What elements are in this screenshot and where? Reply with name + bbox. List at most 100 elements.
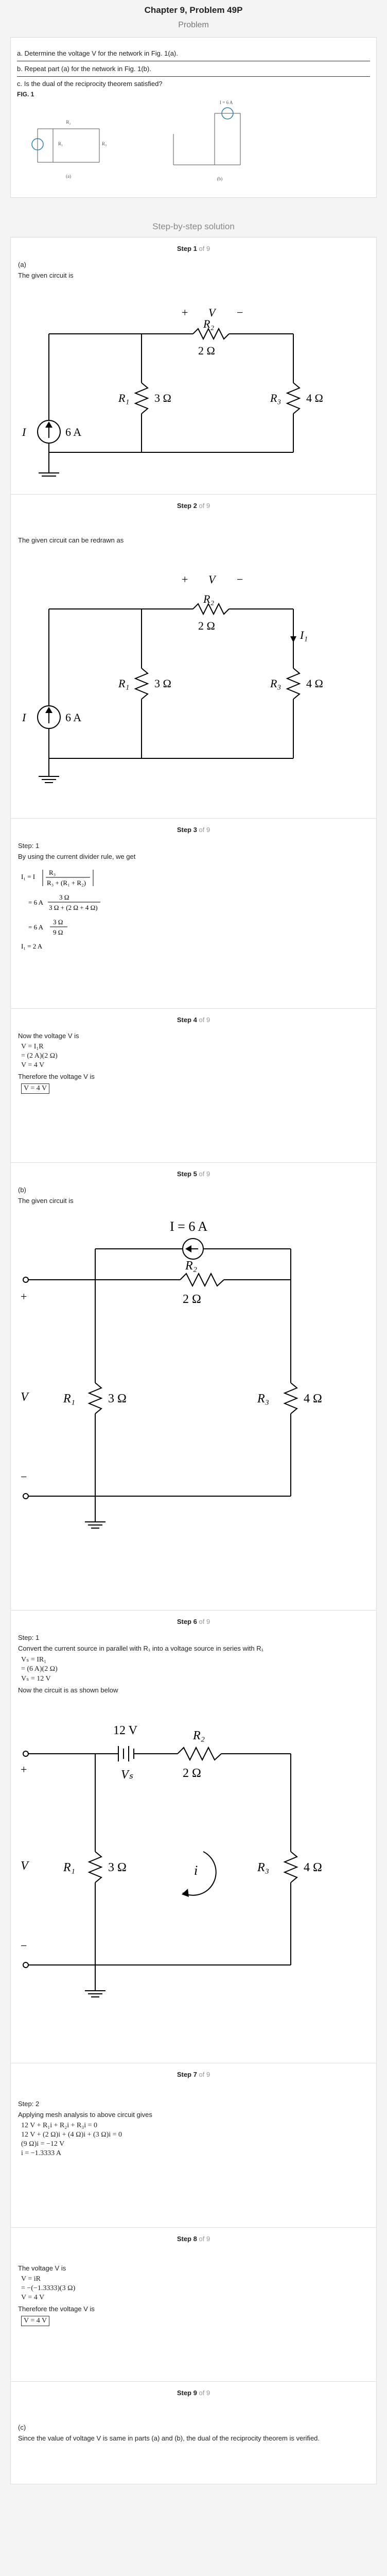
r2-value: 2 Ω — [198, 344, 215, 357]
voltage-label: V — [21, 1859, 29, 1873]
r3-label: R₃ — [270, 392, 281, 404]
svg-text:I₁ = I: I₁ = I — [21, 873, 35, 880]
minus-sign: − — [237, 573, 243, 586]
i1-label: I₁ — [300, 629, 308, 641]
plus-sign: + — [21, 1763, 27, 1776]
r1-value: 3 Ω — [154, 677, 171, 690]
step-2: Step 2 of 9 The given circuit can be red… — [10, 495, 377, 819]
solution-title: Step-by-step solution — [152, 222, 235, 231]
step-header: Step 6 of 9 — [177, 1618, 210, 1625]
fig-b-caption: (b) — [217, 176, 223, 181]
svg-text:3 Ω + (2 Ω + 4 Ω): 3 Ω + (2 Ω + 4 Ω) — [49, 904, 98, 911]
step-text: Therefore the voltage V is — [18, 2305, 95, 2313]
answer-box: V = 4 V — [21, 2316, 50, 2326]
current-source-value: 6 A — [65, 711, 81, 724]
problem-part-a: a. Determine the voltage V for the netwo… — [17, 46, 370, 61]
minus-sign: − — [21, 1470, 27, 1483]
svg-text:9 Ω: 9 Ω — [53, 928, 63, 936]
answer-box: V = 4 V — [21, 1083, 50, 1094]
step-text: The voltage V is — [18, 2264, 66, 2272]
minus-sign: − — [237, 306, 243, 319]
section-label-problem: Problem — [178, 21, 209, 29]
equation-line: Vₛ = IR₁ — [21, 1656, 47, 1664]
figure-1b: I = 6 A (b) — [173, 100, 241, 181]
svg-text:3 Ω: 3 Ω — [53, 918, 63, 926]
r2-label: R₂ — [192, 1729, 205, 1742]
step-header: Step 2 of 9 — [177, 502, 210, 510]
step-text: (c) — [18, 2424, 26, 2431]
mesh-current-label: i — [194, 1863, 198, 1878]
equation-line: = (6 A)(2 Ω) — [21, 1665, 58, 1673]
r1-value: 3 Ω — [154, 392, 171, 404]
step-text: Therefore the voltage V is — [18, 1073, 95, 1080]
r3-value: 4 Ω — [304, 1392, 322, 1405]
current-divider-equations: I₁ = I R₃ R₃ + (R₁ + R₂) = 6 A 3 Ω 3 Ω +… — [21, 869, 100, 950]
equation-line: V = I₁R — [21, 1043, 44, 1050]
circuit-diagram-step2: + V − R₂ 2 Ω I₁ I 6 A R₁ 3 Ω R₃ 4 Ω — [22, 573, 323, 783]
circuit-diagram-step5: I = 6 A R₂ 2 Ω + V − R₁ 3 Ω R₃ 4 Ω — [21, 1219, 322, 1529]
step-header: Step 4 of 9 — [177, 1016, 210, 1024]
r1-label: R₁ — [118, 677, 129, 690]
r2-label: R₂ — [203, 592, 214, 605]
current-source-label: I — [22, 426, 27, 438]
plus-sign: + — [182, 306, 188, 319]
svg-text:= 6 A: = 6 A — [28, 923, 44, 931]
figure-1a: R₂ R₁ R₃ (a) — [31, 120, 107, 179]
r3-value: 4 Ω — [306, 392, 323, 404]
step-text: Step: 1 — [18, 1634, 40, 1641]
step-header: Step 3 of 9 — [177, 826, 210, 834]
figure-label: FIG. 1 — [17, 91, 34, 98]
step-text: Now the voltage V is — [18, 1032, 79, 1040]
step-header: Step 5 of 9 — [177, 1170, 210, 1178]
step-6: Step 6 of 9 Step: 1 Convert the current … — [10, 1611, 377, 2063]
step-8: Step 8 of 9 The voltage V is V = iR = −(… — [10, 2228, 377, 2382]
voltage-source-value: 12 V — [113, 1724, 138, 1737]
page: Chapter 9, Problem 49P Problem a. Determ… — [10, 0, 377, 2484]
r1-value: 3 Ω — [108, 1861, 127, 1874]
r3-label: R₃ — [257, 1392, 269, 1405]
svg-text:R₃ + (R₁ + R₂): R₃ + (R₁ + R₂) — [47, 879, 86, 887]
step-header: Step 9 of 9 — [177, 2389, 210, 2397]
current-source-label: I = 6 A — [170, 1219, 207, 1234]
step-9: Step 9 of 9 (c) Since the value of volta… — [10, 2382, 377, 2484]
voltage-label: V — [21, 1391, 29, 1404]
circuit-diagram-step6: 12 V Vₛ R₂ 2 Ω + V − R₁ 3 Ω i R₃ 4 Ω — [21, 1724, 322, 1997]
step-text: Since the value of voltage V is same in … — [18, 2434, 320, 2442]
equation-line: V = iR — [21, 2275, 41, 2283]
step-text: (b) — [18, 1186, 26, 1194]
equation-line: = (2 A)(2 Ω) — [21, 1052, 58, 1060]
svg-text:3 Ω: 3 Ω — [59, 893, 69, 901]
svg-text:= 6 A: = 6 A — [28, 899, 44, 906]
circuit-diagram-step1: + V − R₂ 2 Ω I 6 A R₁ 3 Ω R₃ 4 Ω — [22, 306, 323, 480]
r1-label: R₁ — [63, 1392, 75, 1405]
equation-line: (9 Ω)i = −12 V — [21, 2140, 65, 2148]
step-text: Step: 1 — [18, 842, 40, 850]
svg-text:I₁ = 2 A: I₁ = 2 A — [21, 942, 43, 950]
problem-part-b: b. Repeat part (a) for the network in Fi… — [17, 61, 370, 77]
fig-a-r1-label: R₁ — [58, 141, 63, 146]
r3-label: R₃ — [270, 677, 281, 690]
step-text: The given circuit is — [18, 1197, 74, 1205]
problem-part-c: c. Is the dual of the reciprocity theore… — [17, 80, 163, 88]
r2-label: R₂ — [203, 317, 214, 330]
step-header: Step 7 of 9 — [177, 2071, 210, 2078]
vs-label: Vₛ — [121, 1768, 134, 1782]
step-7: Step 7 of 9 Step: 2 Applying mesh analys… — [10, 2063, 377, 2228]
equation-line: V = 4 V — [21, 2294, 45, 2301]
step-header: Step 1 of 9 — [177, 245, 210, 252]
plus-sign: + — [182, 573, 188, 586]
equation-line: 12 V + (2 Ω)i + (4 Ω)i + (3 Ω)i = 0 — [21, 2131, 122, 2139]
equation-line: = −(−1.3333)(3 Ω) — [21, 2284, 76, 2292]
step-text: Applying mesh analysis to above circuit … — [18, 2111, 152, 2119]
r3-value: 4 Ω — [306, 677, 323, 690]
step-header: Step 8 of 9 — [177, 2235, 210, 2243]
r3-value: 4 Ω — [304, 1861, 322, 1874]
r2-value: 2 Ω — [183, 1767, 201, 1780]
fig-b-source-label: I = 6 A — [220, 100, 233, 105]
problem-card: a. Determine the voltage V for the netwo… — [10, 37, 377, 198]
equation-line: Vₛ = 12 V — [21, 1675, 51, 1683]
step-text: The given circuit can be redrawn as — [18, 536, 124, 544]
step-text: Step: 2 — [18, 2100, 40, 2108]
equation-line: i = −1.3333 A — [21, 2149, 62, 2157]
fig-a-r3-label: R₃ — [102, 141, 107, 146]
